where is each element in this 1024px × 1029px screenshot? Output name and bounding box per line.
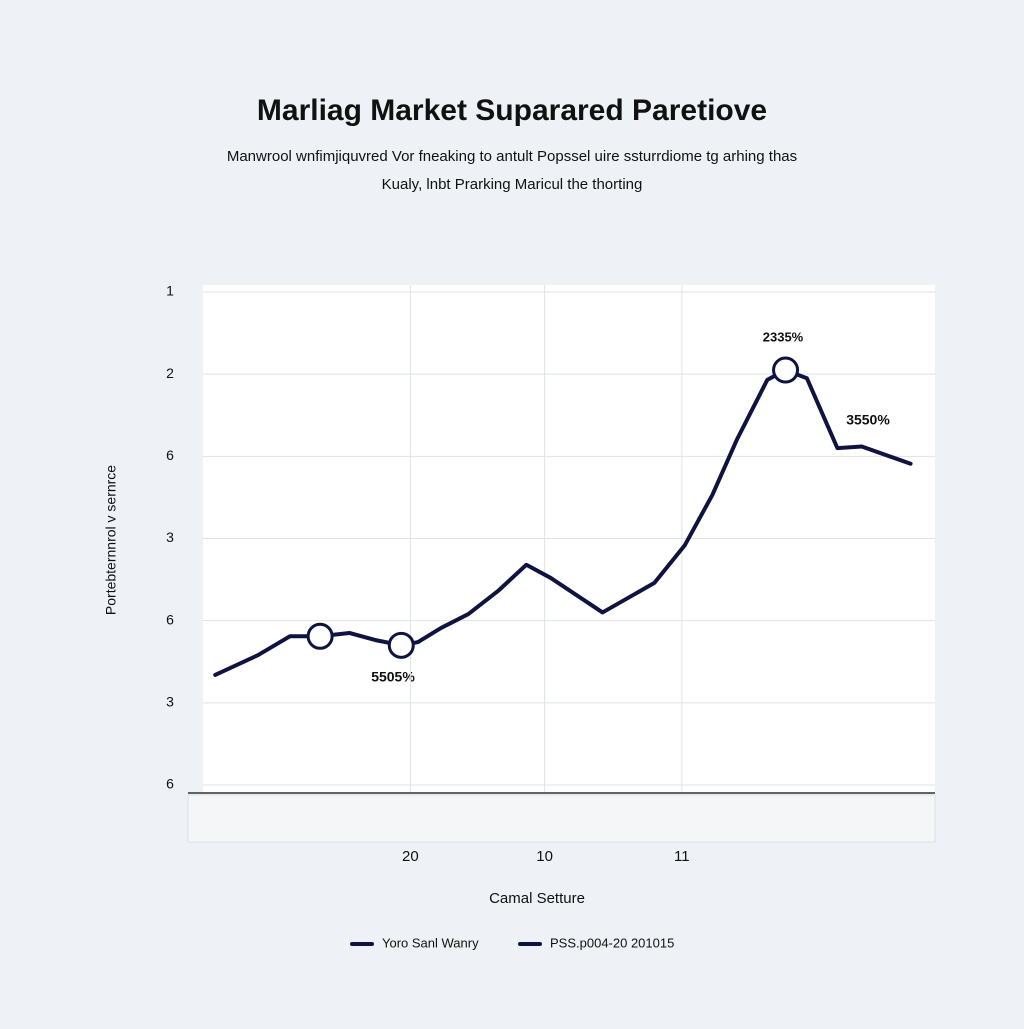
chart-title: Marliag Market Suparared Paretiove xyxy=(257,94,767,127)
marker xyxy=(306,622,334,650)
marker xyxy=(772,356,800,384)
subtitle: Kualy, lnbt Prarking Maricul the thortin… xyxy=(382,176,643,193)
y-tick-label: 3 xyxy=(166,694,174,710)
legend-label: Yoro Sanl Wanry xyxy=(382,935,479,950)
tick-strip xyxy=(187,794,936,843)
x-tick-label: 10 xyxy=(536,848,553,865)
annotation: 2335% xyxy=(763,329,804,344)
annotation: 3550% xyxy=(846,412,890,428)
x-tick-label: 11 xyxy=(674,848,690,865)
x-tick-label: 20 xyxy=(402,848,419,865)
subtitle: Manwrool wnfimjiquvred Vor fneaking to a… xyxy=(227,148,797,165)
y-tick-label: 6 xyxy=(166,447,174,463)
x-axis-label: Camal Setture xyxy=(489,890,585,907)
annotation: 5505% xyxy=(371,669,415,685)
legend-label: PSS.p004-20 201015 xyxy=(550,935,674,950)
y-tick-label: 3 xyxy=(166,529,174,545)
y-axis-label: Portebternnrol v sernrce xyxy=(103,465,119,615)
y-tick-label: 6 xyxy=(166,611,174,627)
y-tick-label: 2 xyxy=(166,365,174,381)
y-tick-label: 1 xyxy=(166,283,174,299)
marker xyxy=(387,631,415,659)
y-tick-label: 6 xyxy=(166,776,174,792)
